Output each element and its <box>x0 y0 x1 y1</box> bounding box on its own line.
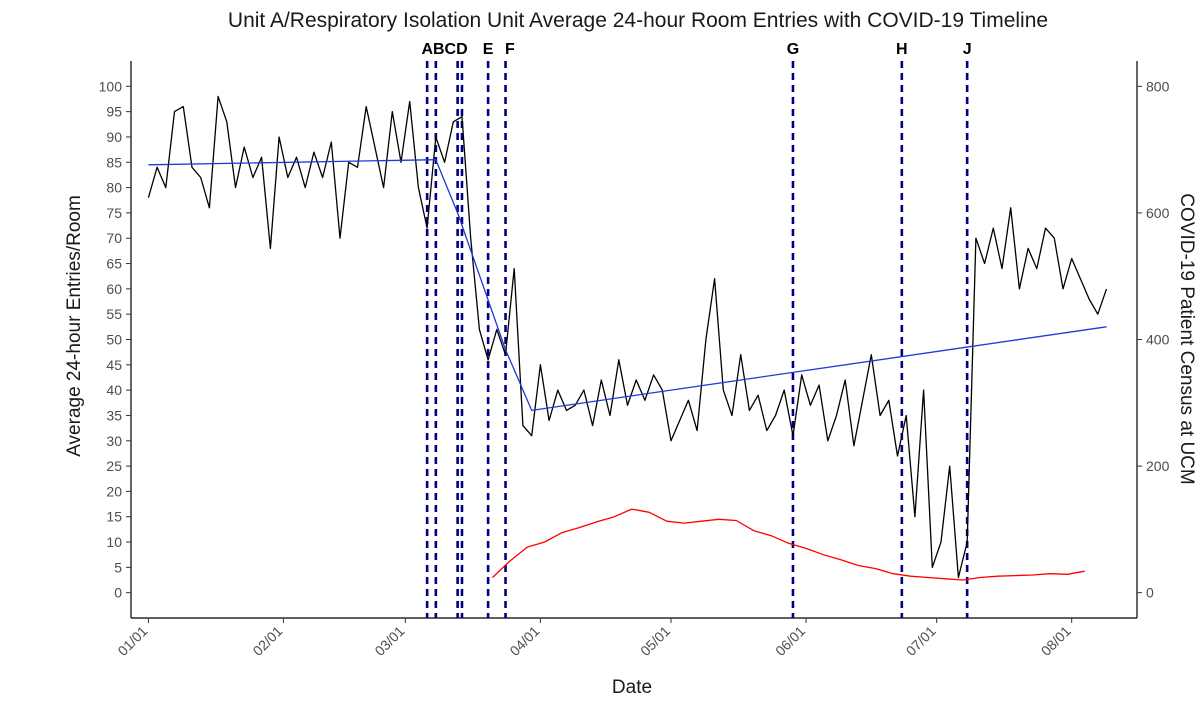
y-tick-label: 100 <box>99 78 123 94</box>
y-tick-label: 30 <box>106 433 122 449</box>
y-tick-label: 95 <box>106 104 122 120</box>
series-line-2 <box>148 159 1107 412</box>
y-tick-label: 65 <box>106 256 122 272</box>
event-label: F <box>505 41 515 58</box>
x-tick-label: 03/01 <box>371 623 407 659</box>
y-tick-label: 75 <box>106 205 122 221</box>
axes: 0 5 10 15 20 25 30 35 40 45 50 55 60 65 70 75 80 85 90 95 10… <box>99 61 1170 659</box>
y2-tick-label: 400 <box>1146 332 1170 348</box>
y-tick-label: 35 <box>106 407 122 423</box>
y-tick-label: 15 <box>106 509 122 525</box>
y-tick-label: 40 <box>106 382 122 398</box>
y2-tick-label: 600 <box>1146 205 1170 221</box>
y-tick-label: 5 <box>114 559 122 575</box>
y-tick-label: 90 <box>106 129 122 145</box>
series-line-3 <box>492 508 1085 581</box>
event-label: E <box>483 41 494 58</box>
event-markers: ABCD E F G H J <box>421 41 972 618</box>
y-axis-title: Average 24-hour Entries/Room <box>64 195 85 457</box>
y-tick-label: 85 <box>106 154 122 170</box>
event-label: G <box>787 41 799 58</box>
event-label: J <box>963 41 972 58</box>
x-tick-label: 01/01 <box>114 623 150 659</box>
y-tick-label: 80 <box>106 180 122 196</box>
y2-tick-label: 200 <box>1146 458 1170 474</box>
x-tick-label: 04/01 <box>506 623 542 659</box>
series-lines <box>147 95 1108 581</box>
y2-axis-title: COVID-19 Patient Census at UCM <box>1176 193 1197 484</box>
y2-tick-label: 0 <box>1146 585 1154 601</box>
y-tick-label: 0 <box>114 585 122 601</box>
event-label: H <box>896 41 908 58</box>
event-label: ABCD <box>421 41 467 58</box>
series-line-1 <box>147 95 1108 579</box>
chart-title: Unit A/Respiratory Isolation Unit Averag… <box>228 9 1048 32</box>
y-tick-label: 45 <box>106 357 122 373</box>
y-tick-label: 70 <box>106 230 122 246</box>
x-tick-label: 07/01 <box>903 623 939 659</box>
y-tick-label: 50 <box>106 332 122 348</box>
y-tick-label: 55 <box>106 306 122 322</box>
y2-tick-label: 800 <box>1146 78 1170 94</box>
y-tick-label: 10 <box>106 534 122 550</box>
x-axis-title: Date <box>612 677 652 698</box>
x-tick-label: 06/01 <box>772 623 808 659</box>
y-tick-label: 25 <box>106 458 122 474</box>
x-tick-label: 02/01 <box>249 623 285 659</box>
x-tick-label: 08/01 <box>1038 623 1074 659</box>
y-tick-label: 60 <box>106 281 122 297</box>
x-tick-label: 05/01 <box>637 623 673 659</box>
y-tick-label: 20 <box>106 483 122 499</box>
